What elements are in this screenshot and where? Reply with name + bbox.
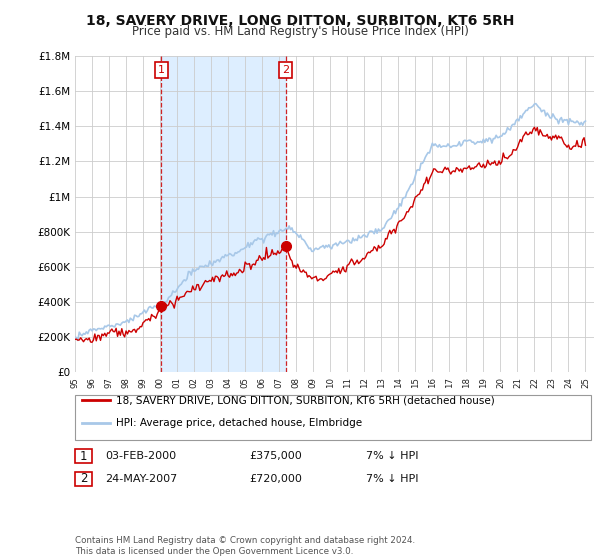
Text: 05: 05 <box>241 377 250 388</box>
Text: 21: 21 <box>513 377 522 388</box>
Text: 07: 07 <box>275 377 284 388</box>
Text: £720,000: £720,000 <box>249 474 302 484</box>
Text: 95: 95 <box>71 377 79 388</box>
Text: 98: 98 <box>122 377 131 388</box>
Text: 01: 01 <box>173 377 182 388</box>
Text: 14: 14 <box>394 377 403 388</box>
Text: 06: 06 <box>257 377 266 388</box>
Text: 2: 2 <box>282 65 289 75</box>
Text: 7% ↓ HPI: 7% ↓ HPI <box>366 451 419 461</box>
Text: £375,000: £375,000 <box>249 451 302 461</box>
Text: 24: 24 <box>564 377 573 388</box>
Text: 7% ↓ HPI: 7% ↓ HPI <box>366 474 419 484</box>
Text: 22: 22 <box>530 377 539 388</box>
Text: 18, SAVERY DRIVE, LONG DITTON, SURBITON, KT6 5RH (detached house): 18, SAVERY DRIVE, LONG DITTON, SURBITON,… <box>116 395 494 405</box>
Bar <box>161 56 286 372</box>
Text: 00: 00 <box>155 377 164 388</box>
Text: 10: 10 <box>326 377 335 388</box>
Text: 20: 20 <box>496 377 505 388</box>
Text: 2: 2 <box>80 472 87 486</box>
Text: 25: 25 <box>581 377 590 388</box>
Text: 08: 08 <box>292 377 301 388</box>
Text: 1: 1 <box>80 450 87 463</box>
Text: 24-MAY-2007: 24-MAY-2007 <box>105 474 177 484</box>
Text: 19: 19 <box>479 377 488 388</box>
Text: 18: 18 <box>462 377 471 388</box>
Text: 15: 15 <box>411 377 420 388</box>
Text: 09: 09 <box>309 377 318 388</box>
Text: 02: 02 <box>190 377 199 388</box>
Text: 13: 13 <box>377 377 386 388</box>
Text: 1: 1 <box>158 65 165 75</box>
Text: 97: 97 <box>104 377 113 388</box>
Text: Contains HM Land Registry data © Crown copyright and database right 2024.
This d: Contains HM Land Registry data © Crown c… <box>75 536 415 556</box>
Text: 96: 96 <box>88 377 97 388</box>
Text: 99: 99 <box>139 377 148 388</box>
Text: 16: 16 <box>428 377 437 388</box>
Text: 17: 17 <box>445 377 454 388</box>
Text: 11: 11 <box>343 377 352 388</box>
Text: 12: 12 <box>360 377 369 388</box>
Text: 03: 03 <box>206 377 215 388</box>
Text: HPI: Average price, detached house, Elmbridge: HPI: Average price, detached house, Elmb… <box>116 418 362 428</box>
Text: Price paid vs. HM Land Registry's House Price Index (HPI): Price paid vs. HM Land Registry's House … <box>131 25 469 38</box>
Text: 18, SAVERY DRIVE, LONG DITTON, SURBITON, KT6 5RH: 18, SAVERY DRIVE, LONG DITTON, SURBITON,… <box>86 14 514 28</box>
Text: 03-FEB-2000: 03-FEB-2000 <box>105 451 176 461</box>
Text: 23: 23 <box>547 377 556 388</box>
Text: 04: 04 <box>224 377 233 388</box>
